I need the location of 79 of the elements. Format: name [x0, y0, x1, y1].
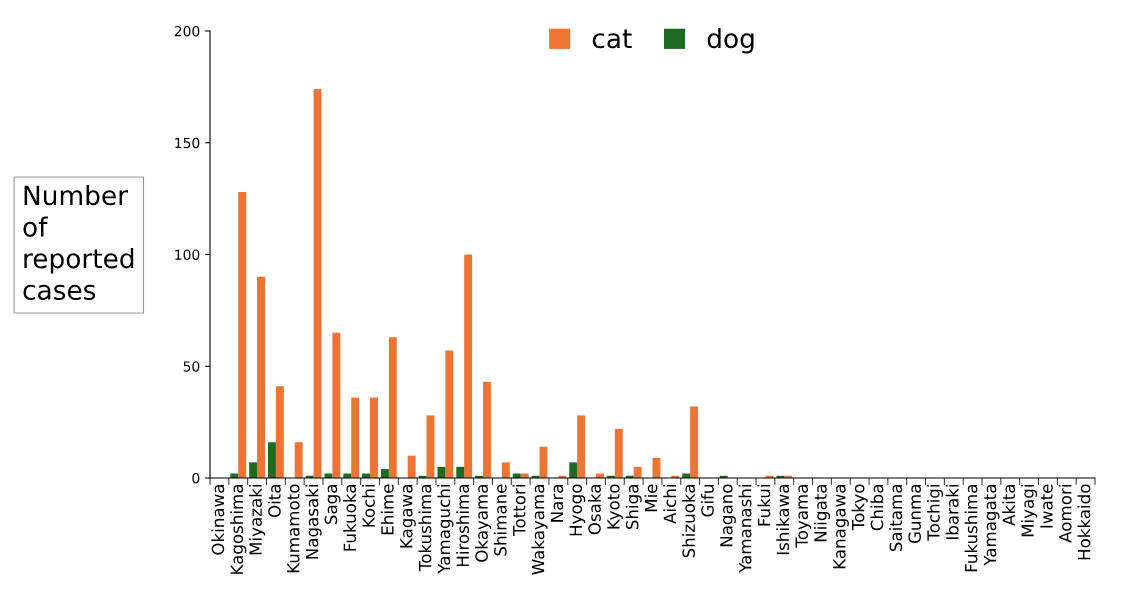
x-tick-label: Tochigi [926, 485, 944, 541]
y-tick-label: 200 [174, 25, 200, 37]
bar [577, 415, 586, 478]
x-tick-label: Oita [267, 485, 281, 518]
legend-label: dog [707, 27, 754, 54]
x-tick-label: Fukushima [964, 485, 978, 572]
x-tick-label: Akita [1002, 485, 1016, 526]
bar [388, 337, 397, 478]
bar [294, 442, 303, 478]
bar [501, 462, 510, 478]
x-tick-label: Nagasaki [305, 485, 322, 559]
x-tick-label: Gunma [908, 485, 921, 544]
x-tick-label: Nara [550, 485, 564, 522]
y-axis-title: Number of reported cases [23, 184, 134, 300]
x-tick-label: Aomori [1058, 485, 1072, 543]
x-tick-label: Toyama [795, 485, 812, 548]
bar [332, 332, 341, 478]
bar [238, 191, 247, 478]
bar [652, 457, 661, 478]
bar [437, 466, 446, 478]
x-tick-label: Shimane [493, 484, 507, 556]
x-tick-label: Okinawa [211, 485, 225, 555]
x-tick-label: Iwate [1040, 484, 1053, 528]
bar [380, 469, 389, 478]
x-tick-label: Fukuoka [343, 485, 357, 551]
x-tick-label: Wakayama [531, 485, 548, 575]
x-tick-label: Saga [324, 485, 341, 525]
y-tick-label: 100 [175, 249, 200, 260]
x-tick-label: Tokyo [851, 484, 868, 531]
bar [407, 455, 416, 478]
x-tick-label: Niigata [813, 485, 831, 542]
legend-label: cat [592, 29, 632, 49]
y-tick-label: 150 [175, 137, 200, 149]
x-tick-label: Kagawa [400, 485, 416, 548]
x-tick-label: Kanagawa [833, 485, 849, 569]
x-tick-label: Yamagata [983, 485, 1000, 566]
bar [614, 428, 623, 478]
x-tick-label: Nagano [720, 484, 736, 547]
x-tick-label: Shizuoka [682, 485, 695, 558]
x-tick-label: Saitama [889, 485, 903, 552]
x-tick-label: Mie [644, 484, 658, 512]
x-tick-label: Kyoto [607, 484, 623, 529]
bar [351, 397, 360, 478]
x-tick-label: Hokkaido [1077, 484, 1091, 560]
x-tick-label: Yamaguchi [437, 485, 454, 574]
bar [257, 276, 265, 478]
bar [456, 466, 465, 478]
bar [249, 462, 258, 478]
bar [445, 350, 454, 478]
x-tick-label: Ehime [380, 484, 394, 535]
x-tick-label: Fukui [757, 485, 771, 526]
x-tick-label: Ibaraki [945, 485, 959, 539]
x-tick-label: Aichi [663, 485, 677, 524]
y-tick-label: 0 [192, 472, 200, 484]
bar [370, 397, 378, 478]
x-tick-label: Okayama [474, 485, 492, 562]
bar [268, 442, 276, 478]
bar [275, 386, 284, 478]
x-tick-label: Kochi [361, 485, 375, 527]
y-tick-label: 50 [183, 361, 200, 372]
bar [633, 466, 642, 478]
x-tick-label: Miyazaki [249, 485, 266, 555]
x-tick-label: Tokushima [418, 485, 432, 572]
x-tick-label: Kagoshima [230, 485, 247, 574]
x-tick-label: Tottori [512, 485, 526, 536]
x-tick-label: Kumamoto [287, 484, 300, 573]
x-tick-label: Shiga [625, 485, 642, 530]
x-tick-label: Hiroshima [456, 485, 470, 567]
x-tick-label: Ishikawa [776, 485, 790, 555]
bar [690, 406, 699, 478]
x-tick-label: Hyogo [569, 484, 586, 536]
x-tick-label: Yamanashi [738, 485, 752, 573]
x-tick-label: Osaka [587, 485, 601, 535]
bar [483, 381, 491, 478]
bar [464, 254, 473, 478]
x-tick-label: Miyagi [1021, 485, 1038, 537]
x-tick-label: Gifu [700, 485, 714, 517]
x-tick-label: Chiba [870, 485, 884, 531]
bar [569, 462, 578, 478]
